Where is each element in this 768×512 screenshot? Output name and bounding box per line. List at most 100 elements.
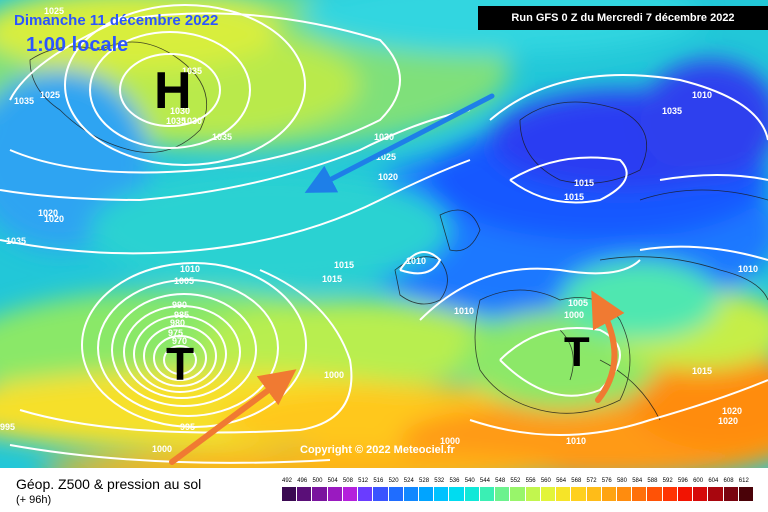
scale-label: 500 — [312, 478, 323, 484]
isobar-label: 1010 — [454, 306, 474, 316]
scale-swatch — [738, 487, 753, 501]
map-title: Géop. Z500 & pression au sol — [16, 476, 202, 492]
scale-swatch — [632, 487, 647, 501]
scale-label: 576 — [601, 478, 612, 484]
scale-label: 520 — [388, 478, 399, 484]
map-svg: 1025 1035 1025 1035 1030 1035 1030 1035 … — [0, 0, 768, 468]
scale-label: 608 — [723, 478, 734, 484]
scale-label: 532 — [434, 478, 445, 484]
scale-swatch — [693, 487, 708, 501]
isobar-label: 1015 — [564, 192, 584, 202]
isobar-label: 995 — [0, 422, 15, 432]
scale-swatch — [586, 487, 601, 501]
isobar-label: 1000 — [440, 436, 460, 446]
low-pressure-letter-west: T — [166, 338, 194, 390]
forecast-range: (+ 96h) — [16, 494, 52, 506]
isobar-label: 1020 — [378, 172, 398, 182]
scale-label: 584 — [632, 478, 643, 484]
scale-swatch — [647, 487, 662, 501]
scale-label: 548 — [495, 478, 506, 484]
weather-map: 1025 1035 1025 1035 1030 1035 1030 1035 … — [0, 0, 768, 468]
isobar-label: 980 — [170, 318, 185, 328]
scale-swatch — [708, 487, 723, 501]
scale-swatch — [723, 487, 738, 501]
scale-label: 588 — [647, 478, 658, 484]
isobar-label: 1030 — [374, 132, 394, 142]
scale-label: 492 — [282, 478, 293, 484]
isobar-label: 1010 — [566, 436, 586, 446]
isobar-label: 1015 — [692, 366, 712, 376]
scale-swatch — [479, 487, 495, 501]
scale-swatch — [464, 487, 479, 501]
isobar-label: 970 — [172, 336, 187, 346]
scale-label: 596 — [677, 478, 688, 484]
scale-label: 512 — [358, 478, 369, 484]
isobar-label: 1020 — [722, 406, 742, 416]
scale-label: 572 — [586, 478, 597, 484]
scale-label: 592 — [662, 478, 673, 484]
scale-label: 568 — [571, 478, 582, 484]
orange-flow-arrow-east — [591, 290, 625, 403]
model-run-label: Run GFS 0 Z du Mercredi 7 décembre 2022 — [478, 6, 768, 30]
color-scale: 492 496 500 504 508 512 516 520 524 528 532 536 540 5… — [282, 478, 754, 502]
scale-swatch — [601, 487, 616, 501]
isobar-label: 990 — [172, 300, 187, 310]
scale-swatch — [540, 487, 556, 501]
scale-swatch — [342, 487, 358, 501]
scale-swatch — [373, 487, 388, 501]
scale-label: 604 — [708, 478, 719, 484]
isobar-label: 1005 — [568, 298, 588, 308]
isobar-label: 995 — [180, 422, 195, 432]
scale-swatch — [388, 487, 403, 501]
coastlines — [29, 41, 768, 421]
isobar-label: 1035 — [182, 66, 202, 76]
geopotential-field — [0, 0, 768, 468]
isobar-label: 1030 — [170, 106, 190, 116]
scale-swatch — [403, 487, 419, 501]
isobar-label: 1020 — [718, 416, 738, 426]
isobar-label: 985 — [174, 310, 189, 320]
scale-swatch — [510, 487, 525, 501]
scale-label: 556 — [525, 478, 536, 484]
isobar-label: 1015 — [334, 260, 354, 270]
scale-swatch — [556, 487, 571, 501]
isobar-label: 1025 — [44, 6, 64, 16]
scale-label: 544 — [479, 478, 490, 484]
scale-label: 508 — [342, 478, 353, 484]
scale-swatch — [616, 487, 632, 501]
scale-swatch — [525, 487, 540, 501]
scale-swatch — [449, 487, 464, 501]
scale-label: 504 — [327, 478, 338, 484]
scale-swatch — [312, 487, 327, 501]
scale-swatch — [571, 487, 586, 501]
isobars — [0, 4, 768, 464]
scale-swatch — [358, 487, 373, 501]
isobar-labels: 1025 1035 1025 1035 1030 1035 1030 1035 … — [0, 6, 758, 454]
isobar-label: 1000 — [324, 370, 344, 380]
high-pressure-letter: H — [154, 62, 192, 120]
scale-swatch — [419, 487, 434, 501]
isobar-label: 1000 — [152, 444, 172, 454]
scale-label: 580 — [616, 478, 627, 484]
low-pressure-letter-east: T — [564, 328, 590, 375]
isobar-label: 1015 — [574, 178, 594, 188]
isobar-label: 1000 — [564, 310, 584, 320]
copyright-text: Copyright © 2022 Meteociel.fr — [300, 444, 455, 456]
scale-swatch — [495, 487, 510, 501]
isobar-label: 1015 — [322, 274, 342, 284]
scale-label: 600 — [693, 478, 704, 484]
scale-label: 540 — [464, 478, 475, 484]
isobar-label: 1030 — [182, 116, 202, 126]
scale-swatch — [297, 487, 312, 501]
isobar-label: 1035 — [14, 96, 34, 106]
isobar-label: 1010 — [738, 264, 758, 274]
scale-label: 496 — [297, 478, 308, 484]
isobar-label: 1010 — [406, 256, 426, 266]
forecast-date: Dimanche 11 décembre 2022 — [14, 12, 219, 29]
blue-flow-arrow — [304, 93, 495, 193]
isobar-label: 1035 — [212, 132, 232, 142]
isobar-label: 1005 — [174, 276, 194, 286]
scale-label: 612 — [738, 478, 749, 484]
isobar-label: 1035 — [662, 106, 682, 116]
scale-swatch — [662, 487, 677, 501]
